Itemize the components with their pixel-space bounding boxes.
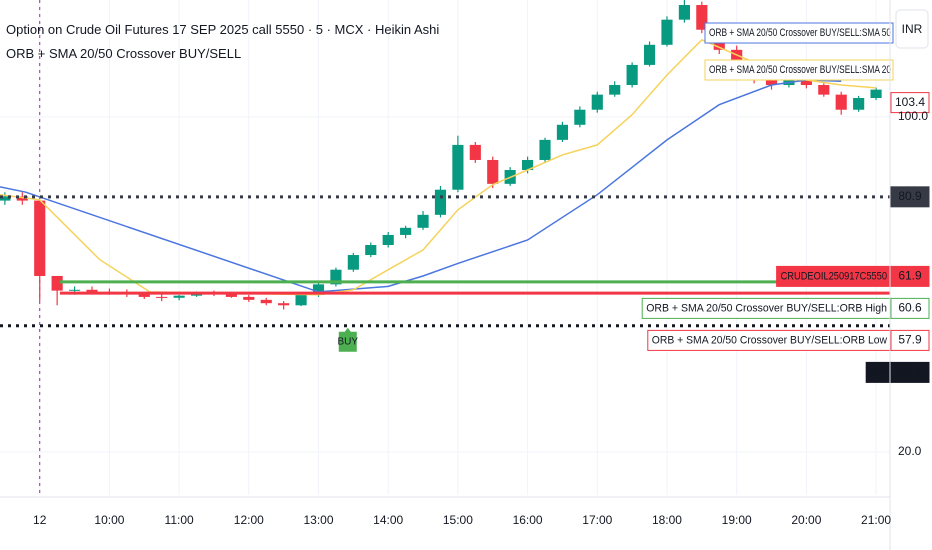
candle-body bbox=[295, 294, 307, 306]
candle-body bbox=[574, 109, 586, 125]
candle-body bbox=[539, 139, 551, 160]
legend-label: ORB + SMA 20/50 Crossover BUY/SELL:SMA 5… bbox=[709, 27, 891, 39]
x-tick-label: 11:00 bbox=[165, 513, 194, 527]
price-label: 80.9 bbox=[898, 189, 922, 203]
price-label-box bbox=[890, 186, 930, 208]
level-name: CRUDEOIL250917C5550 bbox=[781, 270, 887, 282]
candle-body bbox=[487, 159, 499, 184]
legend-label: ORB + SMA 20/50 Crossover BUY/SELL:SMA 2… bbox=[709, 64, 891, 76]
level-name-box bbox=[865, 361, 892, 383]
price-label: 61.9 bbox=[898, 269, 922, 283]
candle-body bbox=[278, 303, 290, 306]
candle-body bbox=[0, 196, 11, 201]
candle-body bbox=[173, 295, 185, 298]
x-tick-label: 14:00 bbox=[373, 513, 403, 527]
currency-label[interactable]: INR bbox=[902, 22, 923, 36]
x-tick-label: 16:00 bbox=[513, 513, 543, 527]
x-tick-label: 18:00 bbox=[652, 513, 682, 527]
currency-button[interactable] bbox=[895, 9, 929, 49]
candle-body bbox=[347, 255, 359, 270]
candle-body bbox=[312, 284, 325, 295]
candle-body bbox=[696, 5, 708, 30]
candle-body bbox=[643, 44, 656, 65]
candle-body bbox=[86, 289, 98, 292]
candle-body bbox=[800, 79, 812, 86]
level-name-box bbox=[776, 265, 892, 287]
x-tick-label: 10:00 bbox=[94, 513, 124, 527]
level-name: Low bbox=[870, 366, 887, 378]
candle-body bbox=[626, 64, 638, 86]
candle-body bbox=[260, 299, 272, 304]
candle-body bbox=[400, 227, 412, 235]
candle-body bbox=[835, 94, 847, 110]
x-tick-label: 19:00 bbox=[722, 513, 752, 527]
price-label: 57.9 bbox=[898, 333, 922, 347]
level-name-box bbox=[647, 329, 892, 351]
candle-body bbox=[853, 97, 865, 110]
candle-body bbox=[156, 296, 168, 298]
buy-label: BUY bbox=[337, 336, 358, 347]
candle-body bbox=[609, 85, 621, 95]
candle-body bbox=[469, 144, 481, 160]
candle-body bbox=[138, 294, 150, 297]
candle-body bbox=[522, 159, 534, 171]
x-tick-label: 20:00 bbox=[791, 513, 821, 527]
price-label-box bbox=[890, 92, 930, 114]
candle-body bbox=[365, 244, 377, 256]
candle-body bbox=[417, 214, 429, 228]
candle-body bbox=[556, 124, 569, 140]
candle-body bbox=[661, 19, 673, 45]
y-tick-label: 20.0 bbox=[898, 444, 922, 458]
candle-body bbox=[16, 196, 28, 201]
chart-title: Option on Crude Oil Futures 17 SEP 2025 … bbox=[6, 22, 439, 37]
x-tick-label: 12 bbox=[33, 513, 47, 527]
level-name: ORB + SMA 20/50 Crossover BUY/SELL:ORB L… bbox=[652, 334, 887, 346]
price-label: 60.6 bbox=[898, 301, 922, 315]
candle-body bbox=[330, 269, 342, 285]
legend-box bbox=[704, 59, 894, 81]
indicator-name: ORB + SMA 20/50 Crossover BUY/SELL bbox=[6, 46, 241, 61]
overlay: ORB + SMA 20/50 Crossover BUY/SELL:SMA 5… bbox=[337, 22, 930, 383]
level-name: ORB + SMA 20/50 Crossover BUY/SELL:ORB H… bbox=[646, 302, 887, 314]
candle-body bbox=[34, 200, 46, 276]
x-tick-label: 17:00 bbox=[582, 513, 612, 527]
x-tick-label: 15:00 bbox=[443, 513, 473, 527]
candle-body bbox=[68, 289, 81, 291]
candle-body bbox=[818, 85, 830, 95]
x-tick-label: 12:00 bbox=[234, 513, 264, 527]
x-tick-label: 13:00 bbox=[303, 513, 333, 527]
candle-body bbox=[243, 296, 255, 300]
candle-body bbox=[225, 293, 237, 297]
grid bbox=[0, 0, 890, 495]
candle-body bbox=[452, 144, 464, 190]
candle-body bbox=[678, 5, 690, 20]
candle-body bbox=[591, 94, 603, 110]
candle-body bbox=[870, 89, 882, 98]
y-tick-label: 100.0 bbox=[898, 109, 928, 123]
candle-body bbox=[765, 79, 778, 86]
legend-box bbox=[704, 22, 894, 44]
level-name-box bbox=[641, 297, 892, 319]
candle-body bbox=[434, 189, 447, 215]
buy-marker bbox=[338, 327, 357, 352]
candle-body bbox=[51, 275, 63, 291]
price-label: 50.1 bbox=[898, 365, 922, 379]
candle-body bbox=[382, 234, 394, 245]
price-label: 103.4 bbox=[895, 95, 925, 109]
x-tick-label: 21:00 bbox=[861, 513, 891, 527]
